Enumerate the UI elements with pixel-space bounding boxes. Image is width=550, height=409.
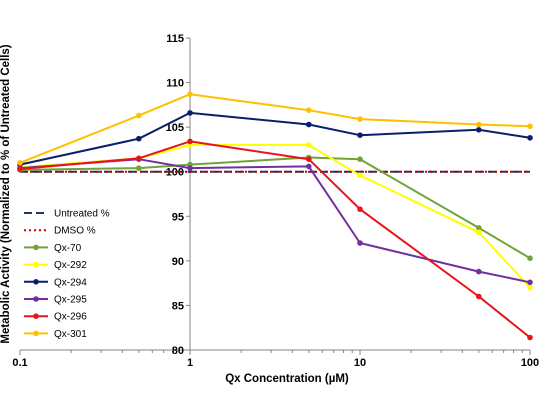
data-point xyxy=(357,156,363,162)
data-point xyxy=(136,165,142,171)
legend-item-qx-301: Qx-301 xyxy=(24,329,87,340)
data-point xyxy=(357,206,363,212)
legend-item-qx-296: Qx-296 xyxy=(24,312,87,323)
data-point xyxy=(306,142,312,148)
legend-marker xyxy=(33,313,39,320)
legend-label: Untreated % xyxy=(54,209,110,220)
x-tick-label: 0.1 xyxy=(12,357,27,369)
data-point xyxy=(306,107,312,113)
legend-item-qx-294: Qx-294 xyxy=(24,277,87,288)
legend-item-untreated: Untreated % xyxy=(24,209,110,220)
series-lines xyxy=(17,91,533,341)
y-tick-label: 90 xyxy=(172,256,184,268)
legend-label: Qx-295 xyxy=(54,295,87,306)
data-point xyxy=(187,110,193,116)
data-point xyxy=(527,279,533,286)
legend-label: Qx-294 xyxy=(54,277,87,288)
data-point xyxy=(187,165,193,171)
data-point xyxy=(357,116,363,122)
legend-marker xyxy=(33,330,39,337)
data-point xyxy=(136,135,142,142)
y-tick-label: 80 xyxy=(172,345,184,357)
x-tick-label: 10 xyxy=(354,357,366,369)
data-point xyxy=(527,334,533,341)
data-point xyxy=(527,284,533,291)
legend-item-qx-70: Qx-70 xyxy=(24,243,82,254)
data-point xyxy=(357,172,363,179)
data-point xyxy=(306,156,312,162)
legend-marker xyxy=(33,261,39,268)
data-point xyxy=(527,123,533,130)
legend-item-dmso: DMSO % xyxy=(24,226,96,237)
series-line-qx-301 xyxy=(19,93,531,164)
legend-label: DMSO % xyxy=(54,226,96,237)
legend-marker xyxy=(33,279,39,285)
legend-marker xyxy=(33,296,39,302)
legend: Untreated % DMSO % Qx-70 Qx-292 Qx-294 Qx-295… xyxy=(24,209,110,340)
x-axis-title: Qx Concentration (µM) xyxy=(225,373,349,385)
legend-item-qx-292: Qx-292 xyxy=(24,260,87,271)
data-point xyxy=(17,160,23,166)
y-tick-label: 115 xyxy=(166,33,184,45)
y-tick-label: 105 xyxy=(166,122,184,134)
data-point xyxy=(476,121,482,128)
data-point xyxy=(187,138,193,145)
data-point xyxy=(136,155,142,162)
data-point xyxy=(476,127,482,133)
data-point xyxy=(357,132,363,138)
y-tick-label: 100 xyxy=(166,167,184,179)
data-point xyxy=(306,121,312,128)
y-tick-label: 110 xyxy=(166,78,184,90)
data-point xyxy=(476,225,482,231)
y-axis-title: Metabolic Activity (Normalized to % of U… xyxy=(0,44,12,343)
axis-ticks xyxy=(19,37,531,355)
y-tick-label: 95 xyxy=(172,211,184,223)
legend-label: Qx-296 xyxy=(54,312,87,323)
data-point xyxy=(527,255,533,261)
axes xyxy=(20,38,530,351)
legend-marker xyxy=(33,244,39,251)
data-point xyxy=(187,91,193,97)
legend-label: Qx-292 xyxy=(54,260,87,271)
data-point xyxy=(527,135,533,141)
legend-item-qx-295: Qx-295 xyxy=(24,295,87,306)
series-line-qx-294 xyxy=(19,111,531,166)
y-tick-label: 85 xyxy=(172,300,184,312)
data-point xyxy=(136,112,142,119)
data-point xyxy=(306,163,312,170)
legend-label: Qx-301 xyxy=(54,329,87,340)
data-point xyxy=(476,268,482,275)
legend-label: Qx-70 xyxy=(54,243,82,254)
x-tick-label: 1 xyxy=(187,357,193,369)
data-point xyxy=(17,166,23,172)
x-tick-label: 100 xyxy=(521,357,539,369)
data-point xyxy=(476,229,482,236)
data-point xyxy=(476,293,482,300)
series-qx-296 xyxy=(17,138,533,341)
data-point xyxy=(357,240,363,246)
series-qx-301 xyxy=(17,91,533,166)
